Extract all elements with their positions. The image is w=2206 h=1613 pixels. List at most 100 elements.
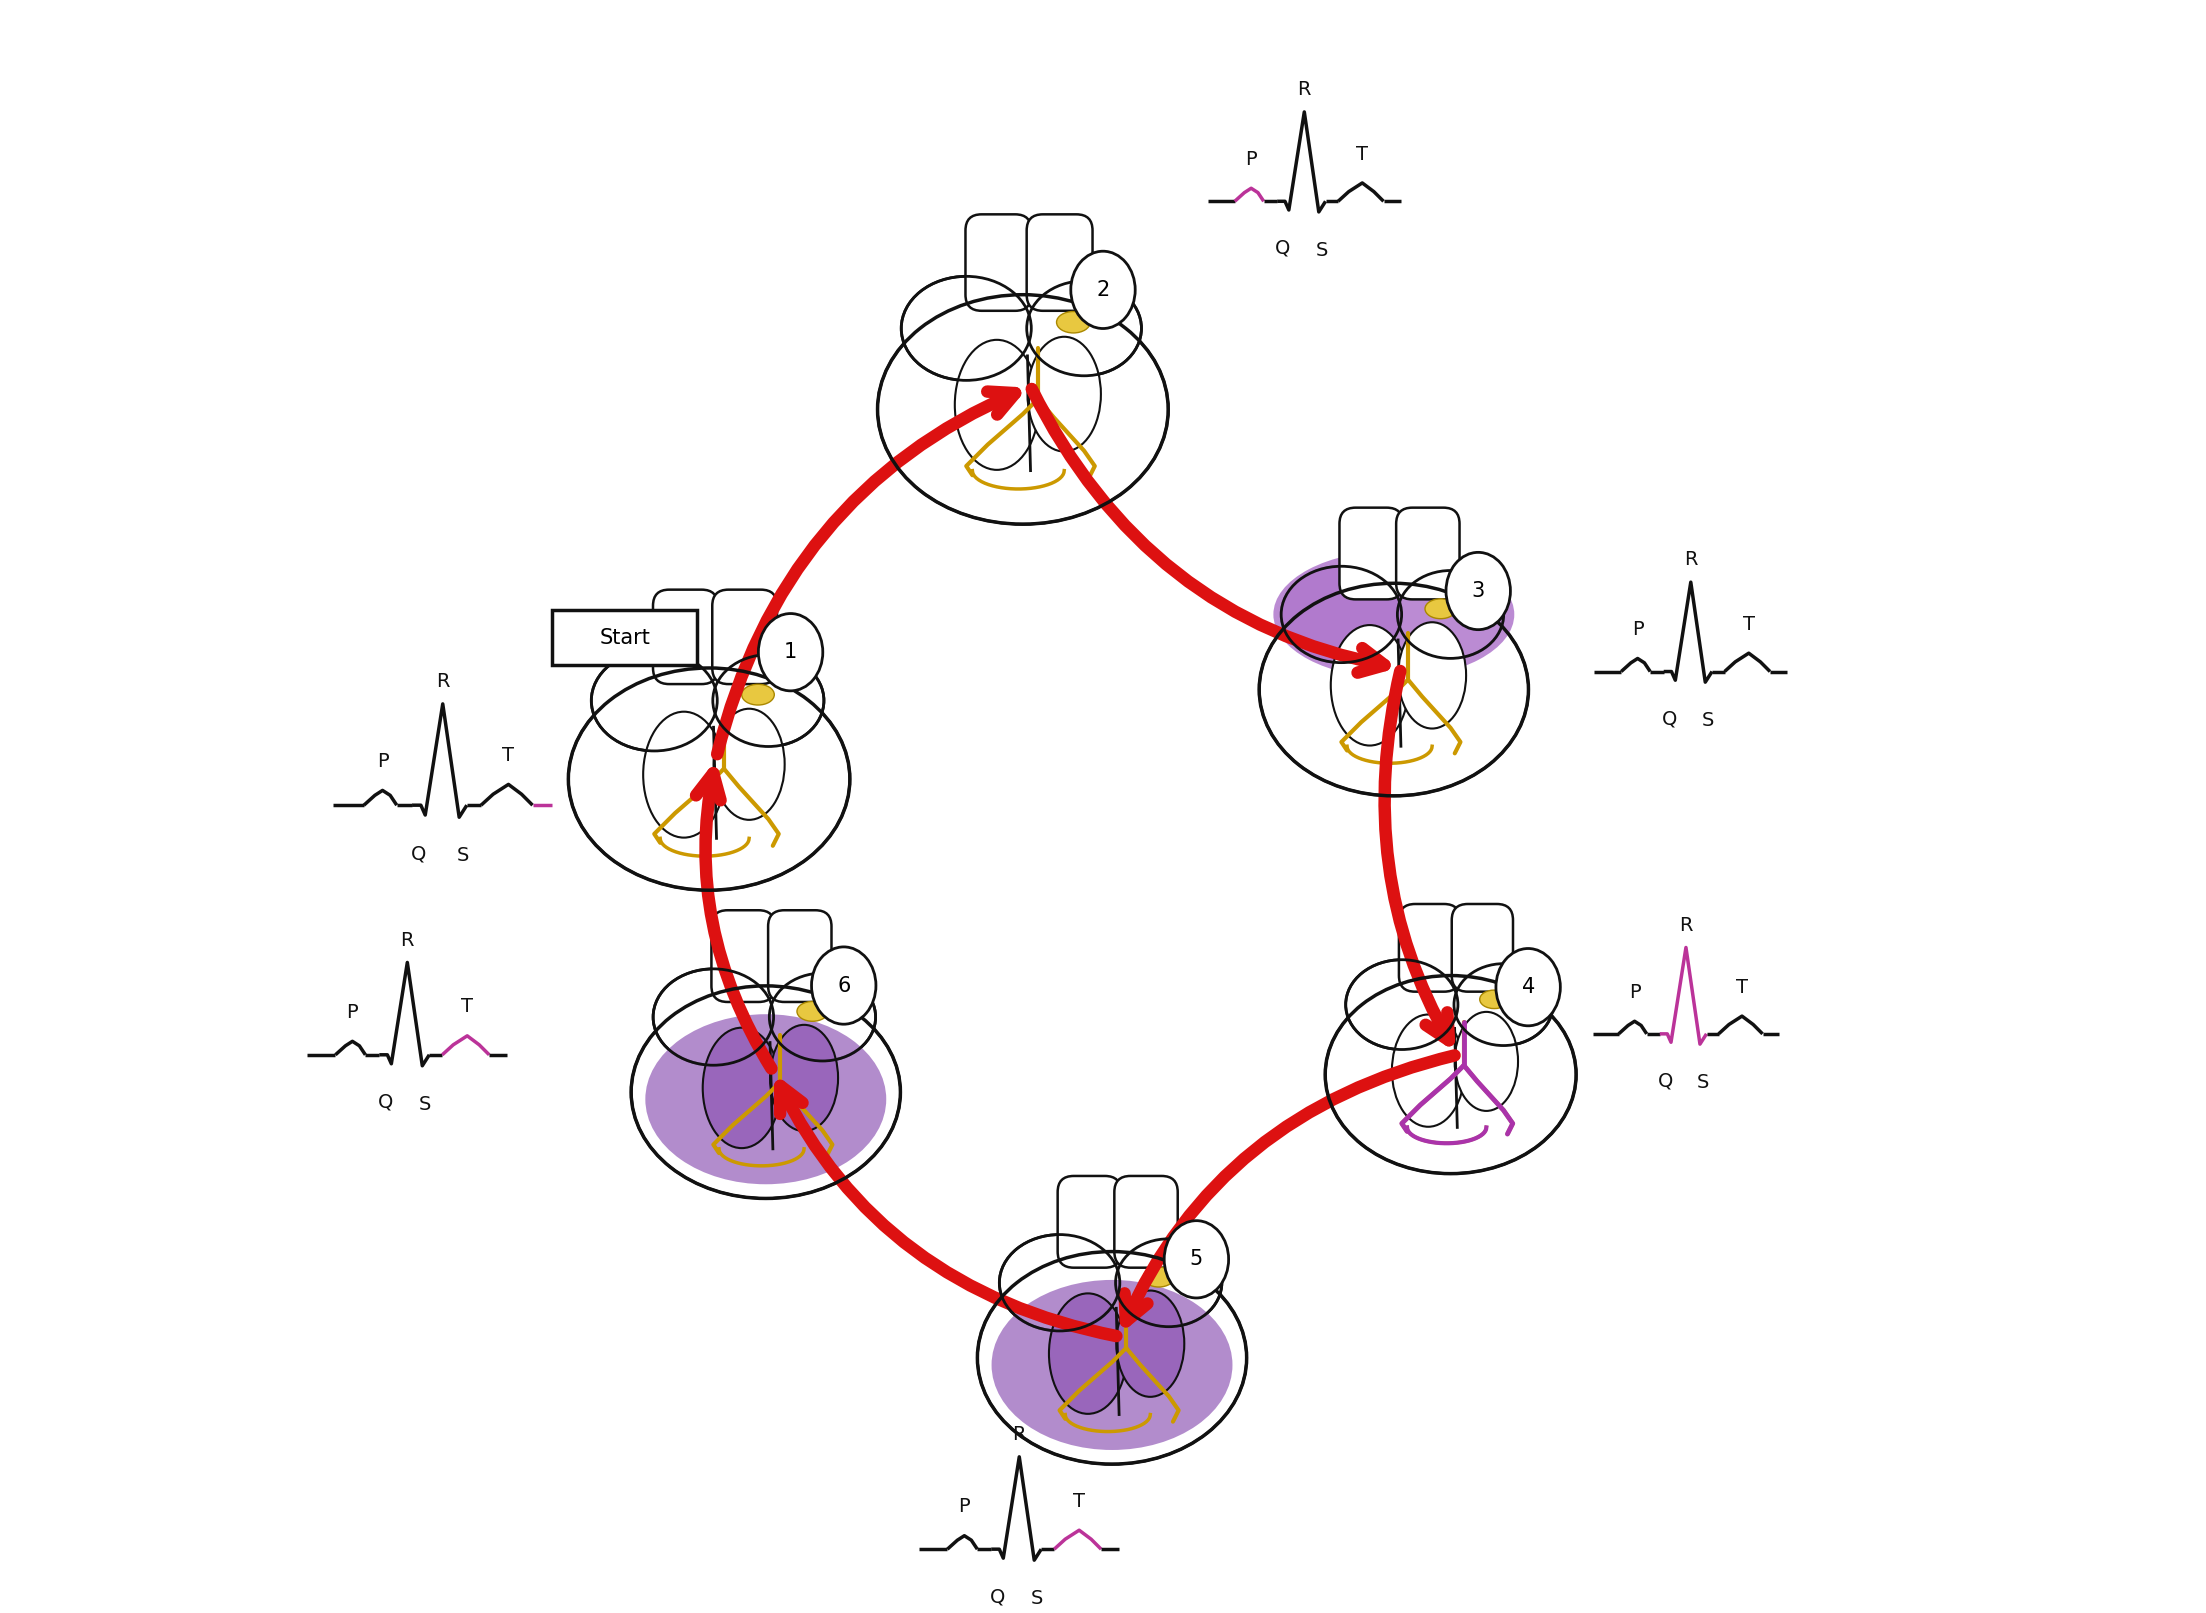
Ellipse shape <box>1326 976 1575 1174</box>
Ellipse shape <box>1425 598 1456 619</box>
Ellipse shape <box>977 1252 1246 1465</box>
Text: Q: Q <box>410 844 426 863</box>
Ellipse shape <box>1346 960 1458 1050</box>
Text: R: R <box>1679 916 1692 934</box>
Ellipse shape <box>968 302 1077 379</box>
Ellipse shape <box>1282 566 1401 663</box>
Ellipse shape <box>759 613 823 690</box>
Ellipse shape <box>1445 552 1511 629</box>
Ellipse shape <box>955 340 1039 469</box>
FancyBboxPatch shape <box>1399 903 1460 992</box>
Text: 1: 1 <box>783 642 796 663</box>
Ellipse shape <box>1165 1221 1229 1298</box>
Ellipse shape <box>1343 590 1443 661</box>
Text: T: T <box>1736 977 1747 997</box>
Ellipse shape <box>717 994 816 1065</box>
Ellipse shape <box>569 668 849 890</box>
Ellipse shape <box>1399 623 1467 729</box>
Ellipse shape <box>1028 337 1101 452</box>
Ellipse shape <box>1273 550 1513 677</box>
Text: S: S <box>1030 1589 1043 1608</box>
Text: P: P <box>960 1497 971 1516</box>
Ellipse shape <box>1063 1258 1163 1329</box>
Ellipse shape <box>713 708 785 819</box>
Ellipse shape <box>631 986 900 1198</box>
FancyBboxPatch shape <box>768 910 832 1002</box>
Ellipse shape <box>1454 1011 1518 1111</box>
Ellipse shape <box>1330 626 1410 745</box>
Ellipse shape <box>1260 584 1529 795</box>
Text: P: P <box>346 1003 357 1023</box>
FancyBboxPatch shape <box>1026 215 1092 311</box>
Text: R: R <box>1683 550 1699 569</box>
Ellipse shape <box>1026 281 1141 376</box>
Ellipse shape <box>1143 1268 1174 1287</box>
Ellipse shape <box>1116 1290 1185 1397</box>
Text: 2: 2 <box>1096 281 1110 300</box>
Text: S: S <box>457 847 468 865</box>
Text: S: S <box>1315 240 1328 260</box>
Text: T: T <box>1072 1492 1085 1511</box>
Text: T: T <box>503 747 514 765</box>
Text: 5: 5 <box>1189 1250 1202 1269</box>
FancyBboxPatch shape <box>1396 508 1460 600</box>
Ellipse shape <box>653 969 774 1065</box>
Ellipse shape <box>646 1015 887 1184</box>
Ellipse shape <box>704 1027 781 1148</box>
Text: T: T <box>1743 615 1754 634</box>
Ellipse shape <box>1050 1294 1127 1415</box>
FancyBboxPatch shape <box>552 610 697 665</box>
Text: R: R <box>1013 1424 1026 1444</box>
Text: T: T <box>461 997 474 1016</box>
Text: Q: Q <box>1275 239 1291 258</box>
Text: Q: Q <box>1661 710 1677 727</box>
Ellipse shape <box>1454 963 1553 1045</box>
Ellipse shape <box>741 684 774 705</box>
Text: Q: Q <box>1657 1071 1672 1090</box>
Text: P: P <box>1632 619 1643 639</box>
Ellipse shape <box>796 1002 827 1021</box>
FancyBboxPatch shape <box>710 910 774 1002</box>
Ellipse shape <box>1396 571 1504 658</box>
Ellipse shape <box>770 973 876 1061</box>
FancyBboxPatch shape <box>713 590 777 684</box>
Ellipse shape <box>1405 982 1498 1048</box>
FancyBboxPatch shape <box>653 590 717 684</box>
Ellipse shape <box>1057 311 1090 332</box>
Text: P: P <box>377 752 388 771</box>
Text: 3: 3 <box>1471 581 1485 602</box>
Ellipse shape <box>1480 990 1509 1008</box>
Text: P: P <box>1246 150 1257 169</box>
Text: 4: 4 <box>1522 977 1535 997</box>
Ellipse shape <box>657 676 761 750</box>
Ellipse shape <box>1070 252 1136 329</box>
Text: S: S <box>1703 711 1714 731</box>
FancyBboxPatch shape <box>1339 508 1403 600</box>
Ellipse shape <box>644 711 724 837</box>
Ellipse shape <box>770 1024 838 1131</box>
Text: Start: Start <box>600 627 651 648</box>
Ellipse shape <box>999 1234 1121 1331</box>
Ellipse shape <box>990 1281 1233 1450</box>
Ellipse shape <box>713 655 823 747</box>
Text: P: P <box>1628 982 1641 1002</box>
Text: Q: Q <box>990 1587 1006 1607</box>
Text: S: S <box>1696 1073 1710 1092</box>
Text: 6: 6 <box>836 976 852 995</box>
Text: R: R <box>1297 81 1310 98</box>
Text: R: R <box>437 673 450 690</box>
Ellipse shape <box>1282 566 1401 663</box>
FancyBboxPatch shape <box>1114 1176 1178 1268</box>
Ellipse shape <box>1496 948 1560 1026</box>
Text: Q: Q <box>377 1092 393 1111</box>
FancyBboxPatch shape <box>1057 1176 1121 1268</box>
Ellipse shape <box>591 650 717 752</box>
FancyBboxPatch shape <box>1452 903 1513 992</box>
Ellipse shape <box>1392 1015 1465 1127</box>
Ellipse shape <box>878 295 1169 524</box>
Text: T: T <box>1357 145 1368 163</box>
Text: R: R <box>401 931 415 950</box>
Text: S: S <box>419 1095 432 1113</box>
Ellipse shape <box>1116 1239 1222 1326</box>
Ellipse shape <box>902 276 1030 381</box>
